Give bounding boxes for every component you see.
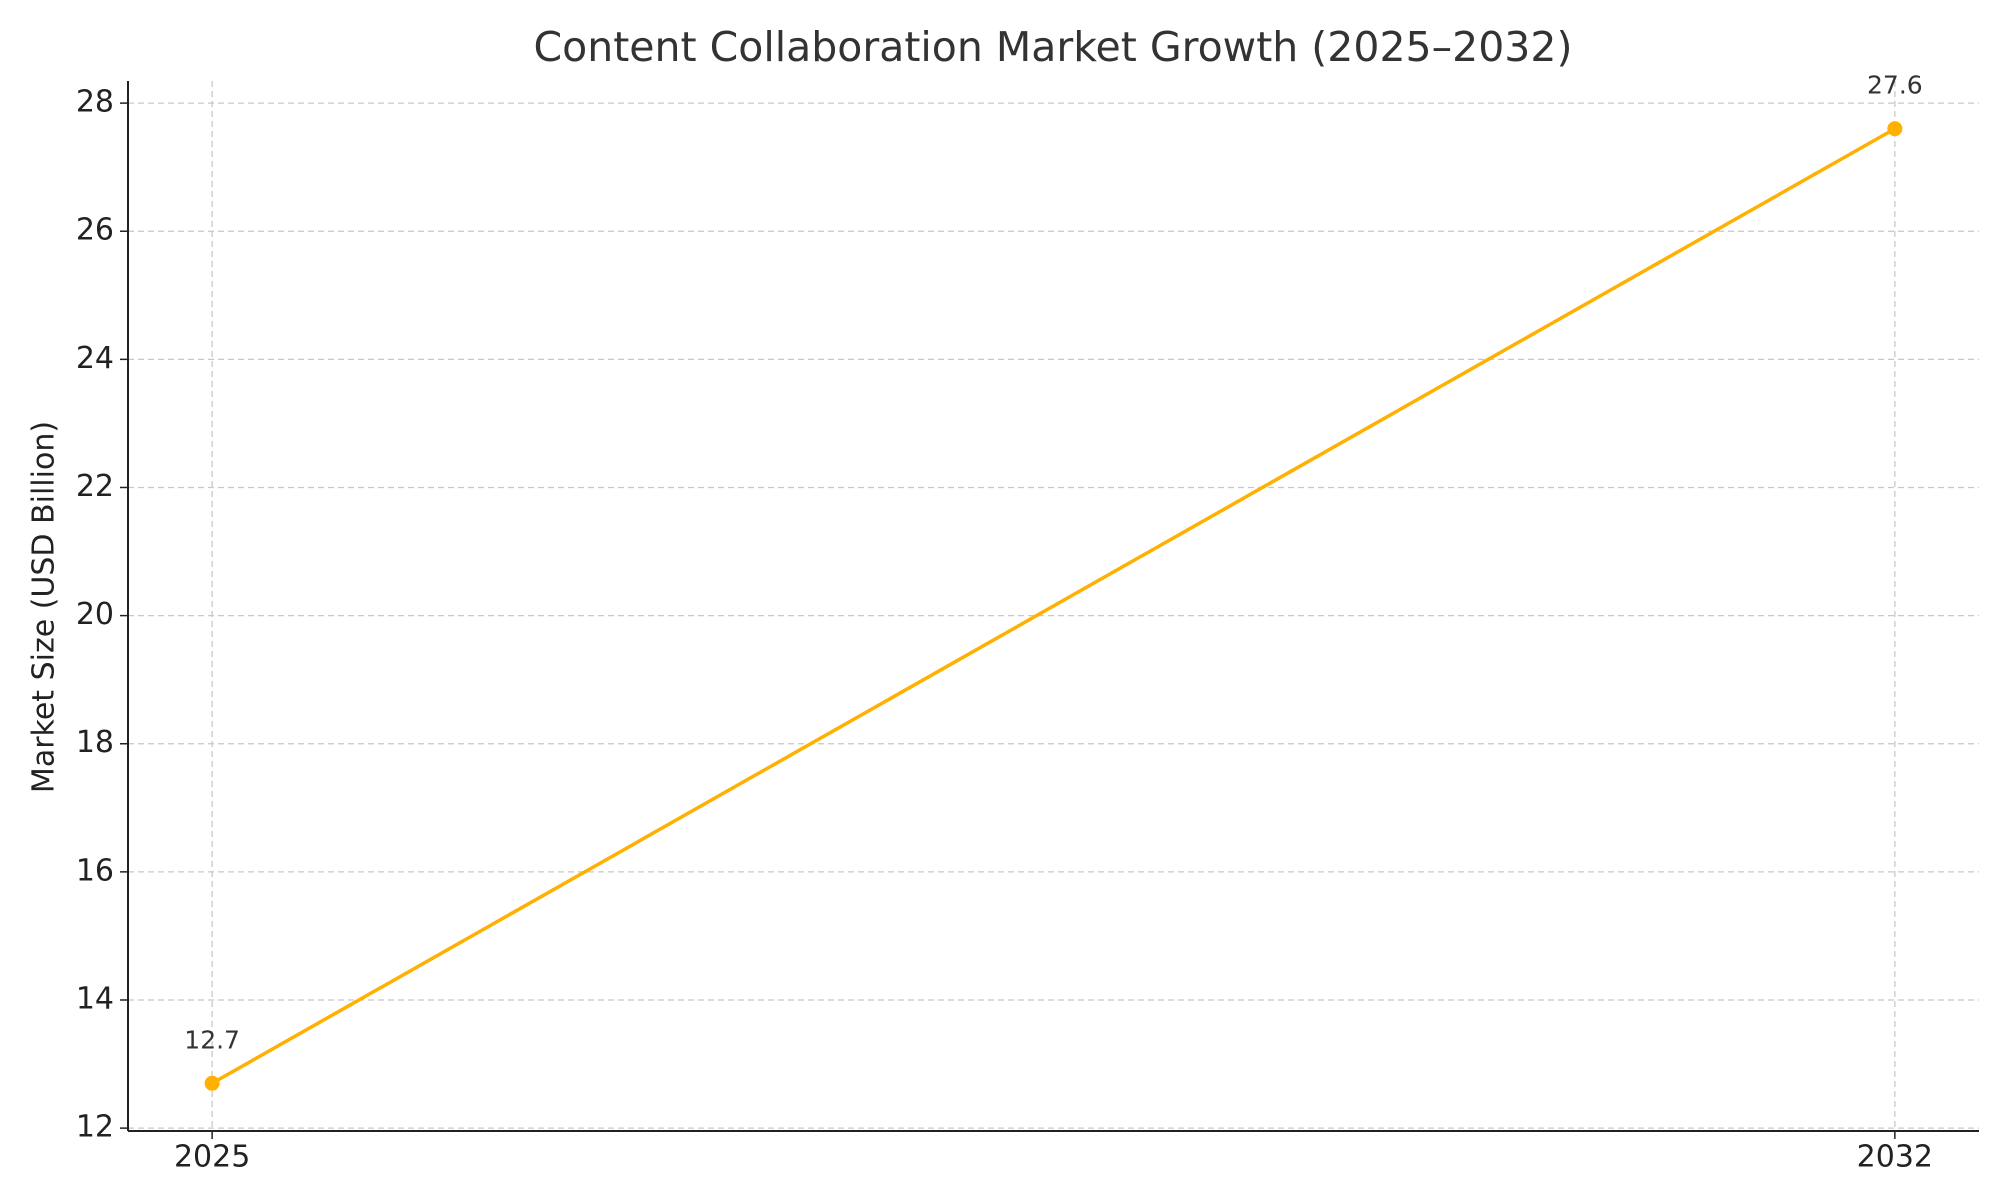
- y-tick-label: 12: [76, 1110, 114, 1145]
- point: [1887, 121, 1903, 137]
- point: [204, 1075, 220, 1091]
- chart-title: Content Collaboration Market Growth (202…: [534, 23, 1573, 71]
- y-tick-label: 24: [76, 341, 114, 376]
- value-label: 27.6: [1867, 71, 1923, 100]
- y-tick-label: 20: [76, 597, 114, 632]
- value-label: 12.7: [184, 1025, 240, 1054]
- x-tick-label: 2025: [174, 1140, 250, 1175]
- y-tick-label: 22: [76, 469, 114, 504]
- y-tick-label: 14: [76, 981, 114, 1016]
- x-tick-label: 2032: [1857, 1140, 1933, 1175]
- y-axis-label: Market Size (USD Billion): [27, 421, 62, 793]
- y-tick-label: 18: [76, 725, 114, 760]
- line: [211, 127, 1896, 1085]
- y-tick-label: 16: [76, 853, 114, 888]
- y-tick-label: 28: [76, 85, 114, 120]
- y-tick-label: 26: [76, 213, 114, 248]
